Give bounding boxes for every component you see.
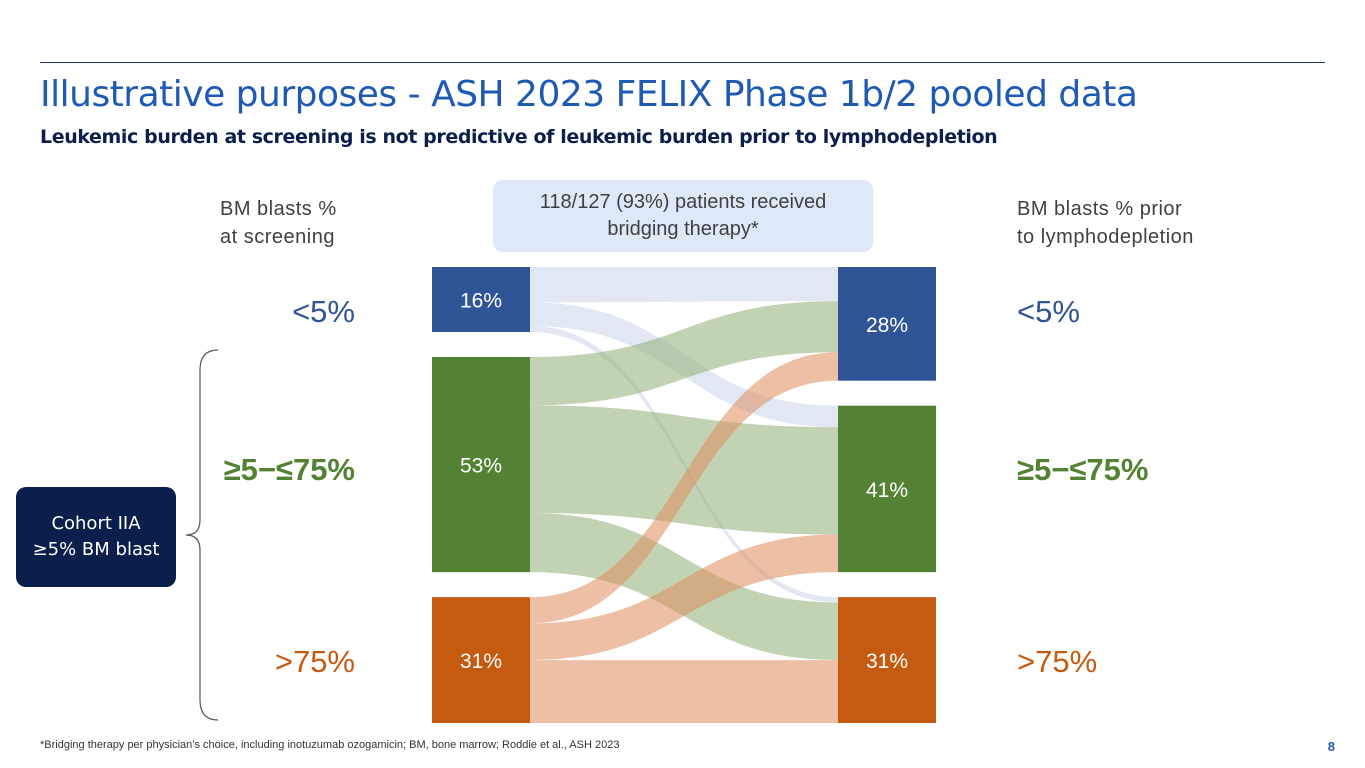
sankey-link-mid-to-low <box>530 301 838 406</box>
cohort-box-line2: ≥5% BM blast <box>32 539 160 560</box>
right-node-mid <box>838 405 936 573</box>
left-category-low: <5% <box>292 294 355 329</box>
sankey-link-high-to-high <box>530 660 838 723</box>
cohort-iia-box: Cohort IIA ≥5% BM blast <box>16 487 176 587</box>
right-category-low: <5% <box>1017 294 1080 329</box>
left-node-high-label: 31% <box>460 650 502 673</box>
sankey-links <box>530 267 838 723</box>
left-node-mid-label: 53% <box>460 455 502 478</box>
left-axis-label-line1: BM blasts % <box>220 198 337 220</box>
sankey-link-mid-to-mid <box>530 405 838 535</box>
right-axis-label-line1: BM blasts % prior <box>1017 198 1183 220</box>
sankey-link-high-to-low <box>530 352 838 624</box>
left-category-high: >75% <box>274 644 355 679</box>
right-node-low-label: 28% <box>866 314 908 337</box>
left-node-high <box>432 597 530 723</box>
callout-line2: bridging therapy* <box>607 218 759 240</box>
right-node-low <box>838 267 936 381</box>
left-category-mid: ≥5−≤75% <box>223 452 355 487</box>
page-number: 8 <box>1327 739 1335 754</box>
right-node-high <box>838 597 936 723</box>
sankey-link-low-to-low <box>530 267 838 303</box>
right-category-mid: ≥5−≤75% <box>1017 452 1149 487</box>
right-axis-label: BM blasts % prior to lymphodepletion <box>1017 195 1194 251</box>
page-title: Illustrative purposes - ASH 2023 FELIX P… <box>40 74 1138 115</box>
footnote: *Bridging therapy per physician’s choice… <box>40 739 620 751</box>
callout-line1: 118/127 (93%) patients received <box>539 191 827 213</box>
sankey-nodes: 16% 53% 31% 28% 41% 31% <box>432 267 936 723</box>
sankey-link-high-to-mid <box>530 534 838 661</box>
cohort-bracket <box>185 349 219 721</box>
left-node-low-label: 16% <box>460 289 502 312</box>
left-axis-label: BM blasts % at screening <box>220 195 337 251</box>
left-node-mid <box>432 356 530 573</box>
right-axis-label-line2: to lymphodepletion <box>1017 226 1194 248</box>
right-category-high: >75% <box>1017 644 1098 679</box>
right-node-mid-label: 41% <box>866 479 908 502</box>
left-node-low <box>432 267 530 332</box>
page-subtitle: Leukemic burden at screening is not pred… <box>40 126 998 148</box>
cohort-box-line1: Cohort IIA <box>51 513 141 534</box>
left-axis-label-line2: at screening <box>220 226 335 248</box>
header-rule <box>40 62 1325 63</box>
right-node-high-label: 31% <box>866 650 908 673</box>
bridging-therapy-callout: 118/127 (93%) patients received bridging… <box>493 180 873 252</box>
